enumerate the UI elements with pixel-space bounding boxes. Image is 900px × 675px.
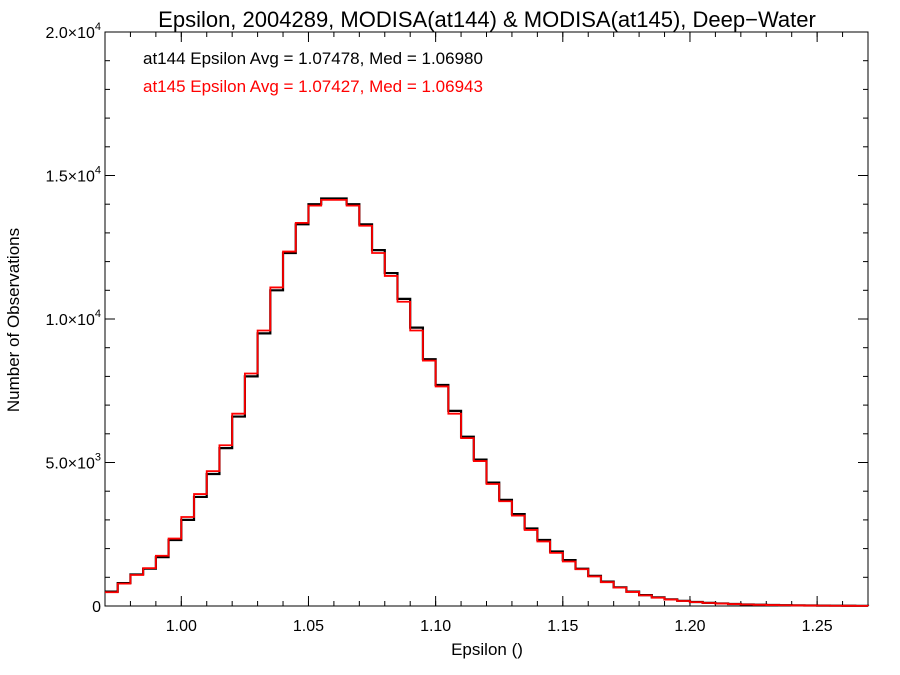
y-tick-label: 2.0×104 — [45, 21, 101, 42]
annotation-1: at144 Epsilon Avg = 1.07478, Med = 1.069… — [143, 49, 483, 68]
series-line-2 — [105, 198, 869, 607]
x-tick-label: 1.15 — [547, 618, 578, 635]
plot-frame — [104, 31, 869, 607]
y-axis: 0 5.0×103 1.0×104 1.5×104 2.0×104 — [45, 21, 868, 616]
series-layer — [105, 197, 870, 607]
chart-title: Epsilon, 2004289, MODISA(at144) & MODISA… — [158, 7, 816, 32]
y-tick-label: 0 — [92, 599, 101, 616]
y-tick-label: 5.0×103 — [45, 452, 101, 473]
y-tick-label: 1.0×104 — [45, 308, 101, 329]
x-axis: 1.00 1.05 1.10 1.15 1.20 1.25 — [104, 32, 869, 635]
series-line-1 — [105, 197, 870, 607]
x-tick-label: 1.25 — [802, 618, 833, 635]
x-axis-label: Epsilon () — [451, 640, 523, 659]
annotation-2: at145 Epsilon Avg = 1.07427, Med = 1.069… — [143, 77, 483, 96]
y-tick-label: 1.5×104 — [45, 165, 101, 186]
x-tick-label: 1.00 — [166, 618, 197, 635]
x-tick-label: 1.05 — [293, 618, 324, 635]
y-axis-label: Number of Observations — [4, 228, 23, 412]
x-tick-label: 1.10 — [420, 618, 451, 635]
x-tick-label: 1.20 — [674, 618, 705, 635]
